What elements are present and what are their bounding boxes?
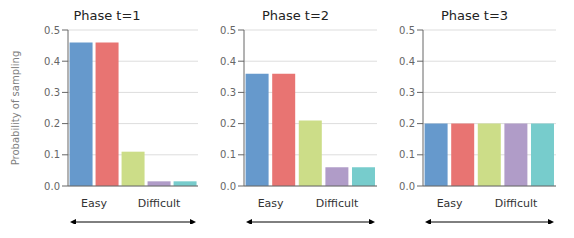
svg-text:0.5: 0.5 [399,25,415,36]
svg-text:0.4: 0.4 [220,56,236,67]
svg-text:0.3: 0.3 [220,87,236,98]
svg-text:Easy: Easy [81,197,107,210]
svg-text:0.1: 0.1 [220,149,236,160]
svg-text:Easy: Easy [437,197,463,210]
html-text:Phase t=2: Phase t=2 [261,8,330,23]
html-text:Phase t=3: Phase t=3 [440,8,509,23]
svg-text:Difficult: Difficult [138,197,181,210]
svg-text:0.1: 0.1 [399,149,415,160]
svg-text:0.3: 0.3 [399,87,415,98]
svg-text:Probability of sampling: Probability of sampling [10,51,21,166]
svg-text:0.0: 0.0 [44,181,60,192]
html-text:Phase t=1: Phase t=1 [73,8,141,23]
svg-text:Easy: Easy [258,197,284,210]
svg-text:0.3: 0.3 [44,87,60,98]
svg-text:Difficult: Difficult [316,197,359,210]
svg-text:0.2: 0.2 [399,118,415,129]
svg-text:Difficult: Difficult [495,197,538,210]
svg-text:0.0: 0.0 [220,181,236,192]
svg-text:0.5: 0.5 [44,25,60,36]
svg-text:0.4: 0.4 [399,56,415,67]
svg-text:0.2: 0.2 [220,118,236,129]
svg-text:0.0: 0.0 [399,181,415,192]
svg-text:0.1: 0.1 [44,149,60,160]
svg-text:0.4: 0.4 [44,56,60,67]
svg-text:0.2: 0.2 [44,118,60,129]
svg-text:0.5: 0.5 [220,25,236,36]
